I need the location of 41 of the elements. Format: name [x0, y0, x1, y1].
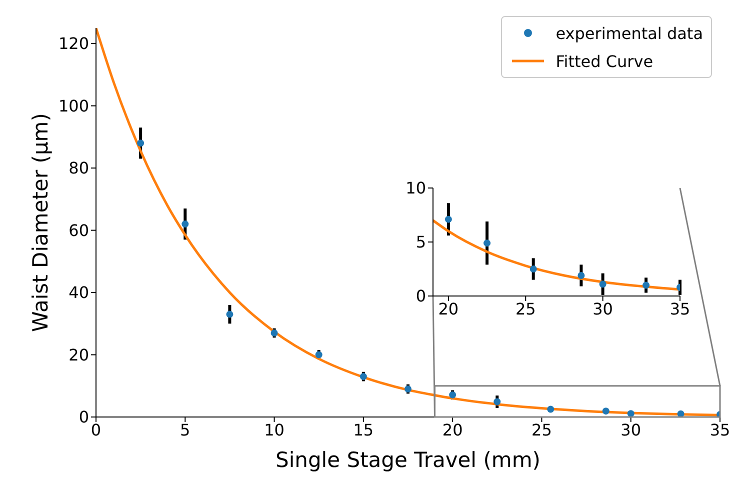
point	[599, 280, 606, 288]
x-tick-label: 10	[264, 420, 284, 440]
point	[530, 266, 537, 272]
point	[627, 410, 634, 417]
x-tick-label: 15	[353, 420, 374, 440]
y-tick-label: 80	[68, 158, 89, 178]
x-tick-label: 20	[442, 420, 463, 440]
y-axis-title: Waist Diameter (μm)	[28, 113, 52, 332]
x-tick-label: 25	[532, 420, 552, 440]
point	[547, 406, 554, 413]
x-tick-label: 30	[620, 420, 642, 440]
y-tick-label: 60	[68, 220, 89, 240]
x-tick-label: 35	[670, 299, 690, 318]
x-tick-label: 0	[90, 420, 102, 440]
point	[444, 216, 452, 223]
x-tick-label: 5	[180, 420, 190, 440]
point	[642, 282, 650, 289]
x-tick-label: 30	[592, 299, 613, 318]
line-series	[433, 219, 680, 291]
y-tick-label: 5	[416, 232, 426, 252]
y-tick-label: 0	[416, 286, 426, 306]
point	[677, 410, 684, 417]
point	[578, 272, 585, 279]
legend-label: experimental data	[556, 24, 703, 42]
x-tick-label: 35	[710, 420, 730, 440]
y-tick-label: 100	[58, 96, 89, 116]
point	[137, 140, 144, 147]
point	[494, 398, 501, 406]
y-tick-label: 120	[58, 34, 89, 54]
y-tick-label: 20	[68, 345, 89, 364]
legend-label: Fitted Curve	[556, 52, 654, 70]
x-axis-title: Single Stage Travel (mm)	[276, 448, 540, 472]
x-tick-label: 25	[515, 299, 536, 318]
point	[182, 220, 189, 228]
x-tick-label: 20	[438, 299, 459, 318]
y-tick-label: 40	[68, 283, 89, 302]
y-tick-label: 10	[406, 178, 426, 198]
point	[484, 240, 491, 247]
point	[602, 408, 610, 415]
y-tick-label: 0	[78, 408, 89, 427]
point	[226, 310, 234, 318]
